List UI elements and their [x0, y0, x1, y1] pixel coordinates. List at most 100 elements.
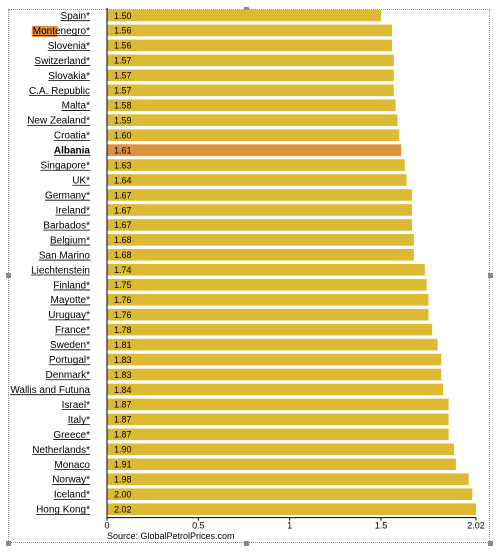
value-label-slovakia: 1.57 — [114, 71, 132, 81]
category-label-new-zealand[interactable]: New Zealand* — [27, 116, 90, 127]
bar-uk — [107, 174, 407, 186]
axes-group: 0 0.5 1 1.5 2.02 — [104, 8, 485, 531]
value-label-denmark: 1.83 — [114, 370, 132, 380]
category-label-ireland[interactable]: Ireland* — [56, 205, 91, 216]
category-label-barbados[interactable]: Barbados* — [43, 220, 90, 231]
bar-croatia — [107, 129, 400, 141]
bar-monaco — [107, 458, 456, 471]
category-label-netherlands[interactable]: Netherlands* — [32, 445, 90, 456]
bar-israel — [107, 398, 449, 411]
category-label-liechtenstein[interactable]: Liechtenstein — [31, 265, 90, 276]
category-label-uruguay[interactable]: Uruguay* — [48, 310, 90, 321]
bar-liechtenstein — [107, 264, 425, 276]
value-labels-group: 1.50 1.56 1.56 1.57 1.57 1.57 1.58 1.59 1.60 1.61… — [114, 11, 132, 515]
x-tick-label: 0 — [104, 521, 109, 531]
bar-finland — [107, 278, 427, 291]
category-label-croatia[interactable]: Croatia* — [54, 131, 90, 142]
bar-mayotte — [107, 293, 429, 306]
category-label-singapore[interactable]: Singapore* — [41, 161, 91, 172]
bar-portugal — [107, 353, 442, 366]
value-label-malta: 1.58 — [114, 101, 132, 111]
category-label-portugal[interactable]: Portugal* — [49, 355, 90, 366]
bar-barbados — [107, 219, 413, 231]
bar-ireland — [107, 204, 413, 216]
bar-belgium — [107, 234, 414, 246]
category-label-wallis-and-futuna[interactable]: Wallis and Futuna — [10, 385, 90, 396]
category-label-c-a-republic[interactable]: C.A. Republic — [29, 86, 90, 97]
value-label-italy: 1.87 — [114, 415, 132, 425]
category-label-switzerland[interactable]: Switzerland* — [34, 56, 90, 67]
value-label-greece: 1.87 — [114, 430, 132, 440]
x-tick-label: 1.5 — [375, 521, 388, 531]
bar-italy — [107, 413, 449, 426]
category-label-hong-kong[interactable]: Hong Kong* — [36, 505, 90, 516]
value-label-spain: 1.50 — [114, 11, 132, 21]
value-label-mayotte: 1.76 — [114, 295, 132, 305]
category-label-malta[interactable]: Malta* — [62, 101, 90, 112]
category-label-finland[interactable]: Finland* — [53, 280, 90, 291]
value-label-croatia: 1.60 — [114, 130, 132, 140]
value-label-france: 1.78 — [114, 325, 132, 335]
category-label-slovenia[interactable]: Slovenia* — [48, 41, 90, 52]
category-label-mayotte[interactable]: Mayotte* — [51, 295, 91, 306]
resize-handle-left[interactable] — [6, 273, 11, 278]
value-label-monaco: 1.91 — [114, 460, 132, 470]
value-label-hong-kong: 2.02 — [114, 504, 132, 514]
resize-handle-top[interactable] — [244, 7, 249, 12]
bar-norway — [107, 473, 469, 486]
resize-handle-bottom-left[interactable] — [6, 541, 11, 546]
value-label-barbados: 1.67 — [114, 220, 132, 230]
value-label-c-a-republic: 1.57 — [114, 86, 132, 96]
resize-handle-bottom[interactable] — [244, 541, 249, 546]
category-label-slovakia[interactable]: Slovakia* — [48, 71, 90, 82]
category-label-germany[interactable]: Germany* — [45, 191, 90, 202]
category-label-denmark[interactable]: Denmark* — [46, 370, 91, 381]
category-label-belgium[interactable]: Belgium* — [50, 235, 90, 246]
resize-handle-bottom-right[interactable] — [488, 541, 493, 546]
source-note: Source: GlobalPetrolPrices.com — [107, 531, 235, 541]
category-label-israel[interactable]: Israel* — [62, 400, 90, 411]
value-label-new-zealand: 1.59 — [114, 116, 132, 126]
category-label-france[interactable]: France* — [55, 325, 90, 336]
value-label-singapore: 1.63 — [114, 160, 132, 170]
bar-iceland — [107, 488, 473, 500]
category-label-albania[interactable]: Albania — [54, 146, 91, 157]
bar-germany — [107, 189, 413, 201]
value-label-belgium: 1.68 — [114, 235, 132, 245]
bar-c-a-republic — [107, 84, 394, 97]
x-tick-label: 0.5 — [192, 521, 205, 531]
bar-denmark — [107, 368, 442, 381]
bar-malta — [107, 99, 396, 112]
bar-sweden — [107, 338, 438, 351]
value-label-portugal: 1.83 — [114, 355, 132, 365]
bar-montenegro — [107, 24, 392, 37]
resize-handle-right[interactable] — [488, 273, 493, 278]
value-label-israel: 1.87 — [114, 400, 132, 410]
category-label-sweden[interactable]: Sweden* — [50, 340, 90, 351]
category-label-norway[interactable]: Norway* — [52, 475, 90, 486]
bar-switzerland — [107, 54, 394, 67]
value-label-slovenia: 1.56 — [114, 41, 132, 51]
category-label-italy[interactable]: Italy* — [68, 415, 90, 426]
category-label-iceland[interactable]: Iceland* — [54, 490, 90, 501]
category-label-greece[interactable]: Greece* — [53, 430, 90, 441]
x-tick-label: 2.02 — [467, 521, 485, 531]
value-label-switzerland: 1.57 — [114, 56, 132, 66]
category-label-spain[interactable]: Spain* — [61, 11, 91, 22]
bar-spain — [107, 9, 382, 22]
bar-san-marino — [107, 249, 414, 261]
value-label-liechtenstein: 1.74 — [114, 265, 132, 275]
category-label-montenegro[interactable]: Montenegro* — [33, 26, 90, 37]
value-label-albania: 1.61 — [114, 145, 132, 155]
x-tick-label: 1 — [287, 521, 292, 531]
value-label-iceland: 2.00 — [114, 490, 132, 500]
value-label-finland: 1.75 — [114, 280, 132, 290]
category-label-san-marino[interactable]: San Marino — [39, 250, 91, 261]
category-label-monaco[interactable]: Monaco — [54, 460, 90, 471]
bar-slovenia — [107, 39, 392, 52]
label-highlight-montenegro — [31, 25, 58, 37]
value-label-uruguay: 1.76 — [114, 310, 132, 320]
category-label-uk[interactable]: UK* — [72, 176, 90, 187]
bar-slovakia — [107, 69, 394, 82]
